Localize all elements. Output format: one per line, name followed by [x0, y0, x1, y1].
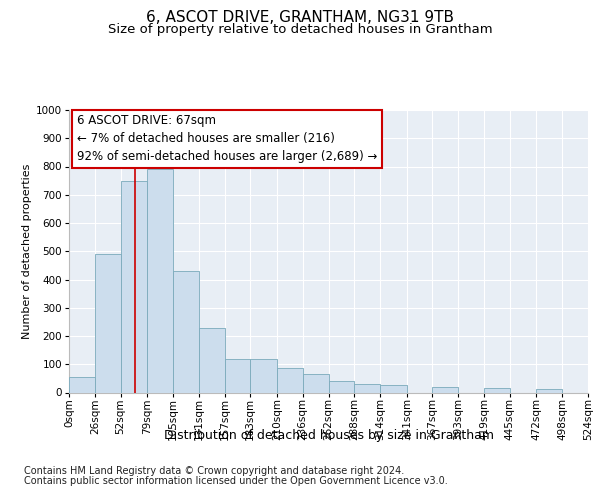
Bar	[433, 388, 458, 392]
Bar	[536, 389, 562, 392]
Bar	[224, 358, 250, 392]
Bar	[277, 368, 303, 392]
Text: Size of property relative to detached houses in Grantham: Size of property relative to detached ho…	[107, 22, 493, 36]
Bar	[147, 170, 173, 392]
Bar	[121, 180, 147, 392]
Bar	[69, 377, 95, 392]
Bar	[354, 384, 380, 392]
Text: Contains public sector information licensed under the Open Government Licence v3: Contains public sector information licen…	[24, 476, 448, 486]
Text: 6, ASCOT DRIVE, GRANTHAM, NG31 9TB: 6, ASCOT DRIVE, GRANTHAM, NG31 9TB	[146, 10, 454, 25]
Text: Distribution of detached houses by size in Grantham: Distribution of detached houses by size …	[164, 428, 494, 442]
Bar	[250, 358, 277, 392]
Bar	[173, 271, 199, 392]
Bar	[95, 254, 121, 392]
Bar	[380, 386, 407, 392]
Bar	[303, 374, 329, 392]
Text: Contains HM Land Registry data © Crown copyright and database right 2024.: Contains HM Land Registry data © Crown c…	[24, 466, 404, 476]
Bar	[329, 381, 354, 392]
Text: 6 ASCOT DRIVE: 67sqm
← 7% of detached houses are smaller (216)
92% of semi-detac: 6 ASCOT DRIVE: 67sqm ← 7% of detached ho…	[77, 114, 377, 163]
Bar	[199, 328, 224, 392]
Bar	[484, 388, 510, 392]
Y-axis label: Number of detached properties: Number of detached properties	[22, 164, 32, 339]
